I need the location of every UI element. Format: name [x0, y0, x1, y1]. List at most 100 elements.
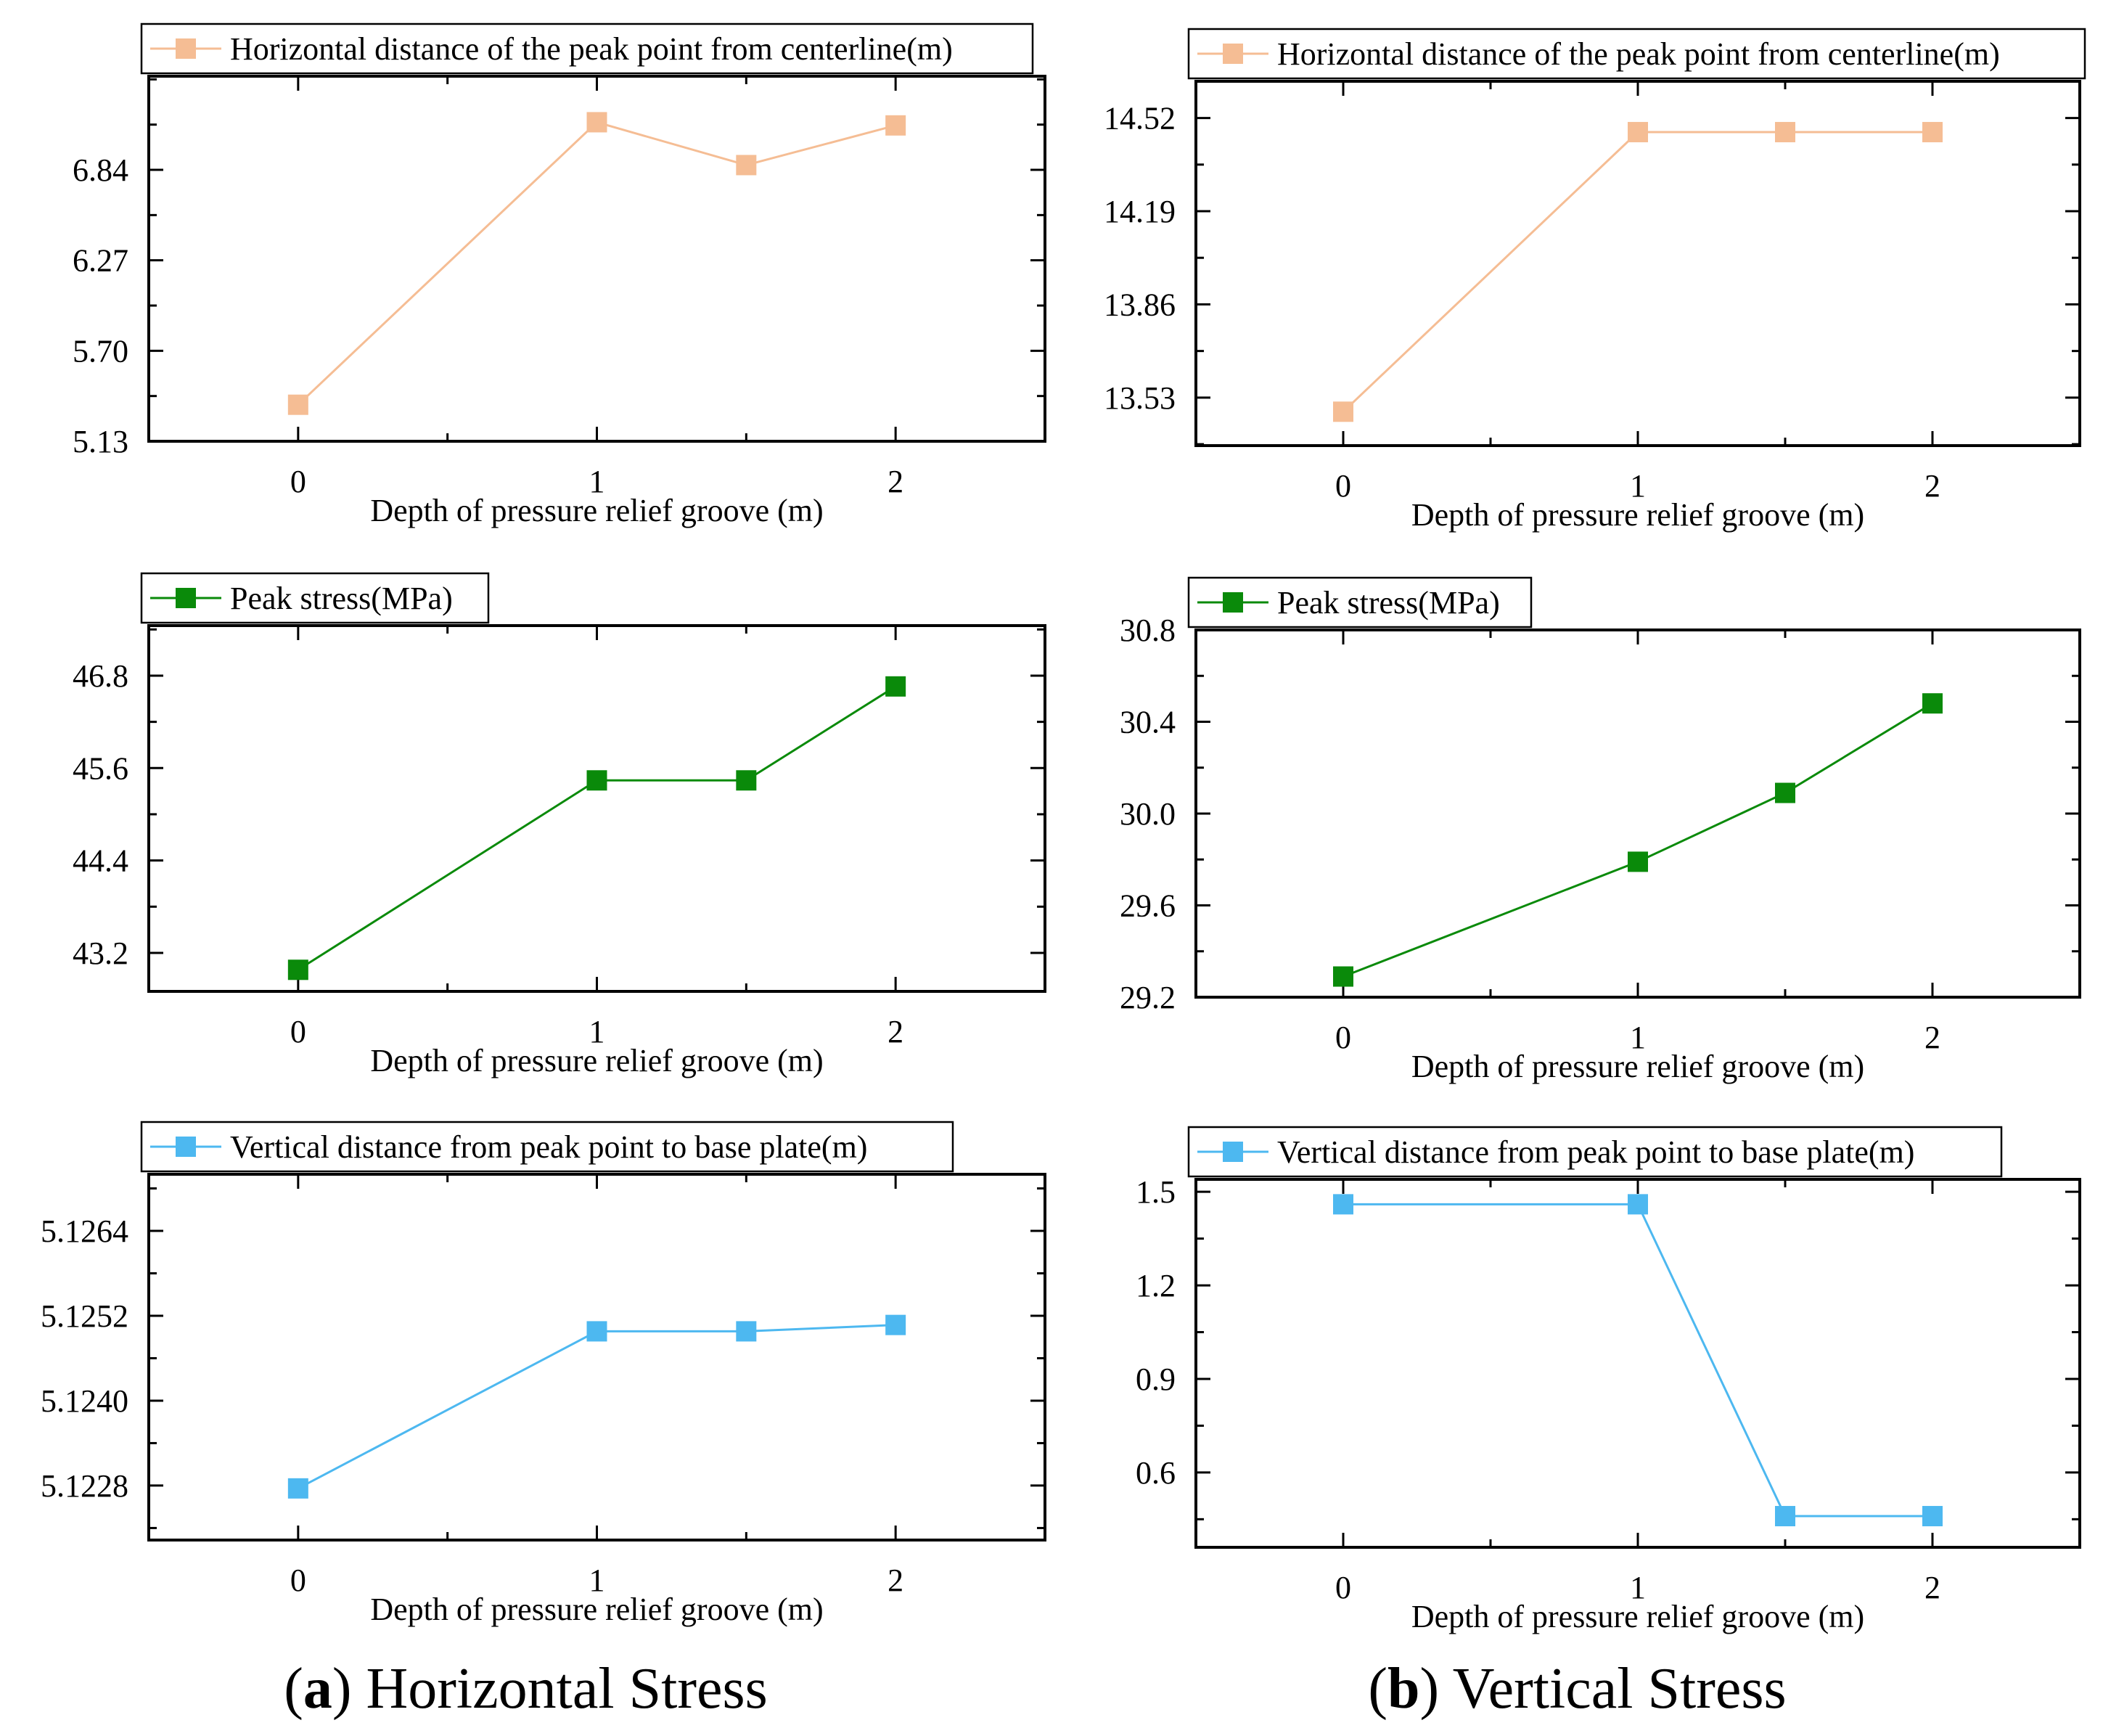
y-tick-label: 1.2 — [1136, 1268, 1176, 1303]
x-tick-label: 0 — [1335, 1570, 1351, 1605]
data-point — [1775, 122, 1795, 143]
y-tick-label: 13.53 — [1104, 380, 1176, 416]
y-tick-label: 5.1228 — [41, 1468, 128, 1504]
data-point — [736, 1321, 757, 1342]
y-tick-label: 5.1252 — [41, 1298, 128, 1334]
caption-a-text: Horizontal Stress — [366, 1657, 768, 1721]
legend-marker — [1223, 1142, 1243, 1162]
x-tick-label: 1 — [589, 1014, 605, 1049]
data-point — [736, 155, 757, 176]
legend-marker — [176, 38, 196, 59]
legend-box — [140, 22, 1034, 75]
y-tick-label: 46.8 — [73, 658, 128, 694]
x-tick-label: 0 — [290, 1014, 306, 1049]
x-tick-label: 0 — [290, 464, 306, 499]
y-tick-label: 14.19 — [1104, 194, 1176, 229]
plot-frame — [1194, 1178, 2081, 1549]
legend-label: Horizontal distance of the peak point fr… — [1277, 36, 2000, 72]
x-tick-label: 1 — [1630, 468, 1646, 504]
y-tick-label: 30.0 — [1120, 796, 1176, 832]
legend-box — [1187, 1126, 2003, 1178]
data-point — [1628, 851, 1648, 872]
data-point — [586, 770, 607, 791]
legend-label: Peak stress(MPa) — [1277, 585, 1500, 621]
chart-a2: 0 1 2 43.2 44.4 45.6 46.8 Depth of pressure rel… — [73, 572, 1046, 1078]
data-point — [736, 770, 757, 791]
y-tick-label: 43.2 — [73, 935, 128, 971]
y-tick-label: 30.8 — [1120, 613, 1176, 648]
x-tick-label: 1 — [589, 1563, 605, 1598]
chart-b3: 0 1 2 0.6 0.9 1.2 1.5 Depth of pressure relief … — [1136, 1126, 2081, 1634]
data-point — [885, 115, 906, 136]
caption-b-letter: b — [1387, 1657, 1420, 1721]
y-tick-label: 29.2 — [1120, 980, 1176, 1015]
y-tick-label: 44.4 — [73, 843, 128, 879]
data-point — [287, 394, 308, 415]
data-point — [1775, 782, 1795, 803]
y-tick-label: 14.52 — [1104, 101, 1176, 136]
chart-a3: 0 1 2 5.1228 5.1240 5.1252 5.1264 Depth of pres… — [41, 1121, 1046, 1627]
legend-marker — [176, 588, 196, 608]
data-point — [586, 1321, 607, 1342]
x-tick-label: 1 — [589, 464, 605, 499]
x-tick-label: 0 — [290, 1563, 306, 1598]
legend-label: Peak stress(MPa) — [230, 581, 453, 616]
series-line — [298, 1324, 896, 1490]
data-point — [287, 959, 308, 980]
x-tick-label: 2 — [1924, 1020, 1940, 1055]
data-point — [1775, 1506, 1795, 1527]
data-point — [885, 1314, 906, 1335]
x-tick-label: 2 — [887, 1563, 903, 1598]
chart-a1: 0 1 2 5.13 5.70 6.27 6.84 Depth of pressure rel… — [73, 22, 1046, 528]
series-line — [1342, 702, 1933, 978]
caption-b-text: Vertical Stress — [1452, 1657, 1787, 1721]
x-axis-label: Depth of pressure relief groove (m) — [370, 493, 823, 528]
y-tick-label: 6.27 — [73, 243, 128, 279]
x-tick-label: 2 — [887, 464, 903, 499]
x-tick-label: 2 — [1924, 1570, 1940, 1605]
data-point — [1333, 401, 1353, 422]
data-point — [1922, 693, 1943, 714]
x-tick-label: 1 — [1630, 1570, 1646, 1605]
y-tick-label: 0.9 — [1136, 1362, 1176, 1397]
x-axis-label: Depth of pressure relief groove (m) — [370, 1592, 823, 1627]
x-tick-label: 2 — [887, 1014, 903, 1049]
caption-b: (b) Vertical Stress — [1368, 1657, 1787, 1721]
x-tick-label: 0 — [1335, 468, 1351, 504]
y-tick-label: 29.6 — [1120, 888, 1176, 924]
x-axis-label: Depth of pressure relief groove (m) — [1411, 497, 1864, 533]
plot-frame — [147, 1173, 1046, 1541]
y-tick-label: 45.6 — [73, 750, 128, 786]
x-axis-label: Depth of pressure relief groove (m) — [370, 1043, 823, 1078]
data-point — [885, 676, 906, 697]
series-line — [1342, 131, 1932, 413]
legend-box — [140, 1121, 954, 1173]
legend-marker — [1223, 592, 1243, 613]
legend-box — [1187, 28, 2086, 80]
plot-frame — [147, 624, 1046, 993]
series-line — [298, 685, 896, 971]
data-point — [586, 112, 607, 133]
legend-label: Vertical distance from peak point to bas… — [230, 1129, 867, 1165]
y-tick-label: 5.1264 — [41, 1213, 128, 1249]
x-tick-label: 1 — [1630, 1020, 1646, 1055]
data-point — [1628, 122, 1648, 143]
y-tick-label: 0.6 — [1136, 1455, 1176, 1491]
y-tick-label: 5.1240 — [41, 1383, 128, 1419]
y-tick-label: 1.5 — [1136, 1174, 1176, 1210]
x-tick-label: 2 — [1924, 468, 1940, 504]
chart-b1: 0 1 2 13.53 13.86 14.19 14.52 Depth of pressure… — [1104, 28, 2086, 533]
y-tick-label: 6.84 — [73, 152, 128, 188]
y-tick-label: 5.13 — [73, 424, 128, 459]
data-point — [1922, 122, 1943, 143]
x-axis-label: Depth of pressure relief groove (m) — [1411, 1599, 1864, 1634]
data-point — [1922, 1506, 1943, 1527]
y-tick-label: 30.4 — [1120, 705, 1176, 740]
legend-marker — [176, 1137, 196, 1157]
caption-a-letter: a — [303, 1657, 332, 1721]
legend-marker — [1223, 44, 1243, 64]
caption-a: (a) Horizontal Stress — [284, 1657, 768, 1721]
data-point — [1628, 1194, 1648, 1215]
series-line — [297, 120, 896, 406]
